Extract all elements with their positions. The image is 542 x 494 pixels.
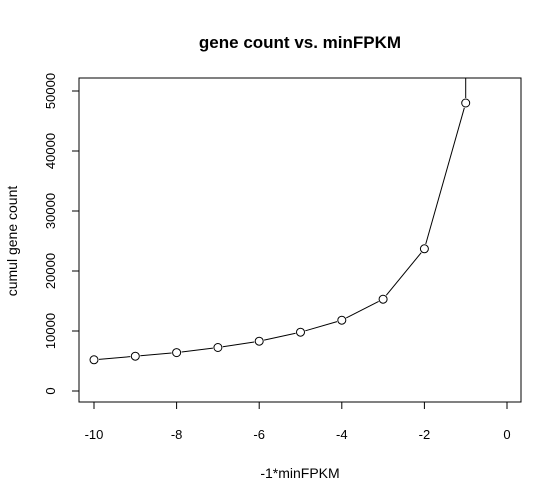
series-line-segment — [305, 321, 338, 332]
series-line-segment — [181, 347, 213, 353]
data-point — [89, 355, 99, 365]
y-tick-label: 0 — [43, 387, 58, 394]
x-tick-label: -4 — [336, 427, 348, 442]
series-line-segment — [263, 332, 296, 341]
y-tick-label: 30000 — [43, 193, 58, 229]
chart-title: gene count vs. minFPKM — [199, 33, 401, 52]
data-point — [213, 343, 223, 352]
x-tick-label: -6 — [253, 427, 265, 442]
y-tick-label: 50000 — [43, 73, 58, 109]
y-tick-label: 20000 — [43, 253, 58, 289]
data-point — [461, 98, 471, 108]
y-tick-label: 10000 — [43, 313, 58, 349]
y-tick-label: 40000 — [43, 133, 58, 169]
series-line-segment — [425, 107, 465, 245]
x-tick-label: -2 — [419, 427, 431, 442]
data-point — [130, 351, 140, 361]
series-line-segment — [346, 301, 379, 319]
data-point — [254, 336, 264, 346]
data-point — [172, 348, 182, 358]
y-axis-label: cumul gene count — [4, 186, 20, 297]
series-line-segment — [140, 352, 172, 357]
data-point — [419, 244, 429, 254]
data-point — [378, 294, 388, 304]
plot-frame — [78, 77, 522, 403]
x-axis: -10 -8 -6 -4 -2 0 — [85, 401, 511, 442]
x-tick-label: 0 — [503, 427, 510, 442]
y-axis: 0 10000 20000 30000 40000 50000 — [43, 73, 80, 395]
x-tick-label: -8 — [171, 427, 183, 442]
series-line-segment — [385, 252, 422, 296]
data-point — [337, 315, 347, 325]
data-point — [296, 327, 305, 337]
x-axis-label: -1*minFPKM — [260, 465, 339, 481]
series-line-segment — [222, 341, 255, 348]
data-series — [89, 78, 471, 365]
x-tick-label: -10 — [85, 427, 104, 442]
series-line-segment — [98, 356, 131, 360]
